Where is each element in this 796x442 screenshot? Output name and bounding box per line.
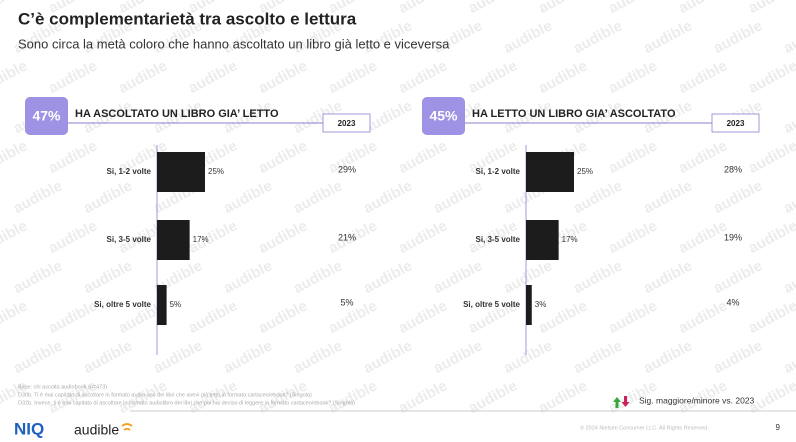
- value-label: 25%: [577, 167, 593, 176]
- significance-note: Sig. maggiore/minore vs. 2023: [639, 395, 755, 405]
- bar: [526, 285, 532, 325]
- comparison-header-box: [711, 113, 760, 133]
- chart-title: HA LETTO UN LIBRO GIA’ ASCOLTATO: [472, 108, 676, 120]
- value-label: 5%: [170, 300, 182, 309]
- badge-label: 47%: [32, 108, 61, 124]
- category-label: Si, oltre 5 volte: [94, 300, 151, 309]
- arrow-down-icon: [621, 396, 630, 407]
- value-label: 3%: [535, 300, 547, 309]
- bar: [526, 152, 574, 192]
- page-number: 9: [776, 423, 781, 432]
- badge-label: 45%: [429, 108, 458, 124]
- charts: 47% HA ASCOLTATO UN LIBRO GIA’ LETTO 2023 S…: [25, 97, 760, 355]
- comparison-value: 4%: [726, 297, 739, 307]
- chart-title: HA ASCOLTATO UN LIBRO GIA’ LETTO: [75, 108, 279, 120]
- logo-audible: audible: [74, 422, 119, 438]
- footnote: D32b. Invece, ti è mai capitato di ascol…: [18, 400, 355, 406]
- slide-subtitle: Sono circa la metà coloro che hanno asco…: [18, 36, 450, 51]
- comparison-value: 19%: [724, 232, 742, 242]
- category-label: Si, oltre 5 volte: [463, 300, 520, 309]
- bar: [157, 152, 205, 192]
- audible-icon: [121, 423, 133, 431]
- footnote: D30b. Ti è mai capitato di ascoltare in …: [18, 392, 312, 398]
- slide-title: C’è complementarietà tra ascolto e lettu…: [18, 9, 357, 28]
- comparison-header: 2023: [338, 119, 356, 128]
- bar: [157, 285, 167, 325]
- copyright: © 2024 Nielsen Consumer LLC. All Rights …: [580, 424, 709, 431]
- bar: [526, 220, 559, 260]
- comparison-value: 28%: [724, 164, 742, 174]
- comparison-value: 29%: [338, 164, 356, 174]
- badge: [25, 97, 68, 135]
- category-label: Si, 1-2 volte: [476, 167, 521, 176]
- logo-niq: NIQ: [14, 419, 44, 438]
- bar: [157, 220, 190, 260]
- value-label: 17%: [193, 235, 209, 244]
- category-label: Si, 3-5 volte: [476, 235, 521, 244]
- comparison-value: 5%: [340, 297, 353, 307]
- value-label: 17%: [562, 235, 578, 244]
- footnote: Base: chi ascolta audiobook (n=473): [18, 384, 107, 390]
- badge: [422, 97, 465, 135]
- value-label: 25%: [208, 167, 224, 176]
- category-label: Si, 1-2 volte: [107, 167, 152, 176]
- comparison-header: 2023: [727, 119, 745, 128]
- comparison-value: 21%: [338, 232, 356, 242]
- category-label: Si, 3-5 volte: [107, 235, 152, 244]
- arrow-up-icon: [613, 397, 621, 408]
- comparison-header-box: [322, 113, 371, 133]
